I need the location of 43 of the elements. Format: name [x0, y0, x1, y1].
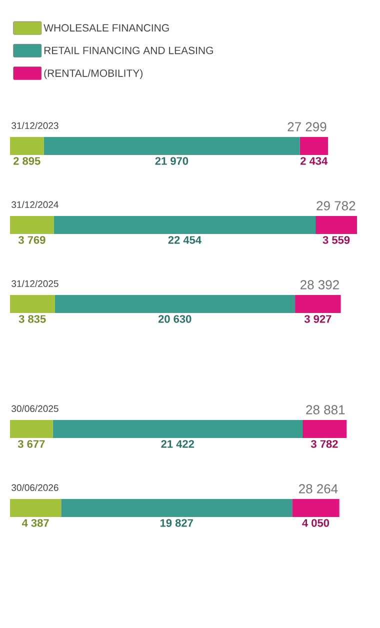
data-label: 3 559 [322, 236, 350, 244]
total-label: 29 782 [316, 201, 356, 210]
bar [295, 294, 341, 313]
bar [316, 216, 358, 234]
legend-label: (RENTAL/MOBILITY) [44, 69, 142, 79]
bar [52, 420, 302, 438]
y-tick-label: 31/12/2024 [12, 201, 58, 208]
data-label: 3 927 [304, 315, 332, 323]
bar [10, 216, 54, 234]
bar [10, 136, 44, 155]
data-label: 3 782 [310, 440, 338, 448]
total-label: 28 881 [306, 405, 345, 414]
data-label: 21 422 [161, 440, 194, 448]
data-label: 20 630 [158, 315, 192, 323]
bar [10, 420, 53, 438]
data-label: 19 827 [160, 519, 193, 527]
y-tick-label: 30/06/2026 [12, 484, 58, 491]
data-label: 4 387 [22, 519, 49, 527]
total-label: 27 299 [288, 122, 326, 132]
data-label: 3 835 [18, 315, 46, 323]
data-label: 21 970 [155, 157, 188, 165]
data-label: 2 434 [300, 157, 328, 165]
bar [44, 136, 300, 155]
bar [54, 216, 316, 234]
data-label: 3 677 [18, 440, 45, 448]
data-label: 3 769 [18, 236, 46, 244]
legend-label: RETAIL FINANCING AND LEASING [44, 46, 213, 54]
y-tick-label: 31/12/2025 [12, 280, 58, 287]
bar [61, 499, 292, 517]
data-label: 4 050 [302, 519, 330, 527]
legend-label: WHOLESALE FINANCING [44, 24, 169, 32]
bar [302, 420, 347, 438]
total-label: 28 264 [299, 484, 338, 494]
data-label: 2 895 [13, 157, 40, 165]
bar [292, 499, 340, 517]
total-label: 28 392 [300, 280, 339, 290]
data-label: 22 454 [168, 236, 202, 244]
bar [10, 294, 55, 313]
bar [300, 136, 328, 155]
bar [10, 499, 62, 517]
y-tick-label: 31/12/2023 [12, 122, 58, 129]
bar [54, 294, 296, 313]
y-tick-label: 30/06/2025 [12, 405, 58, 412]
